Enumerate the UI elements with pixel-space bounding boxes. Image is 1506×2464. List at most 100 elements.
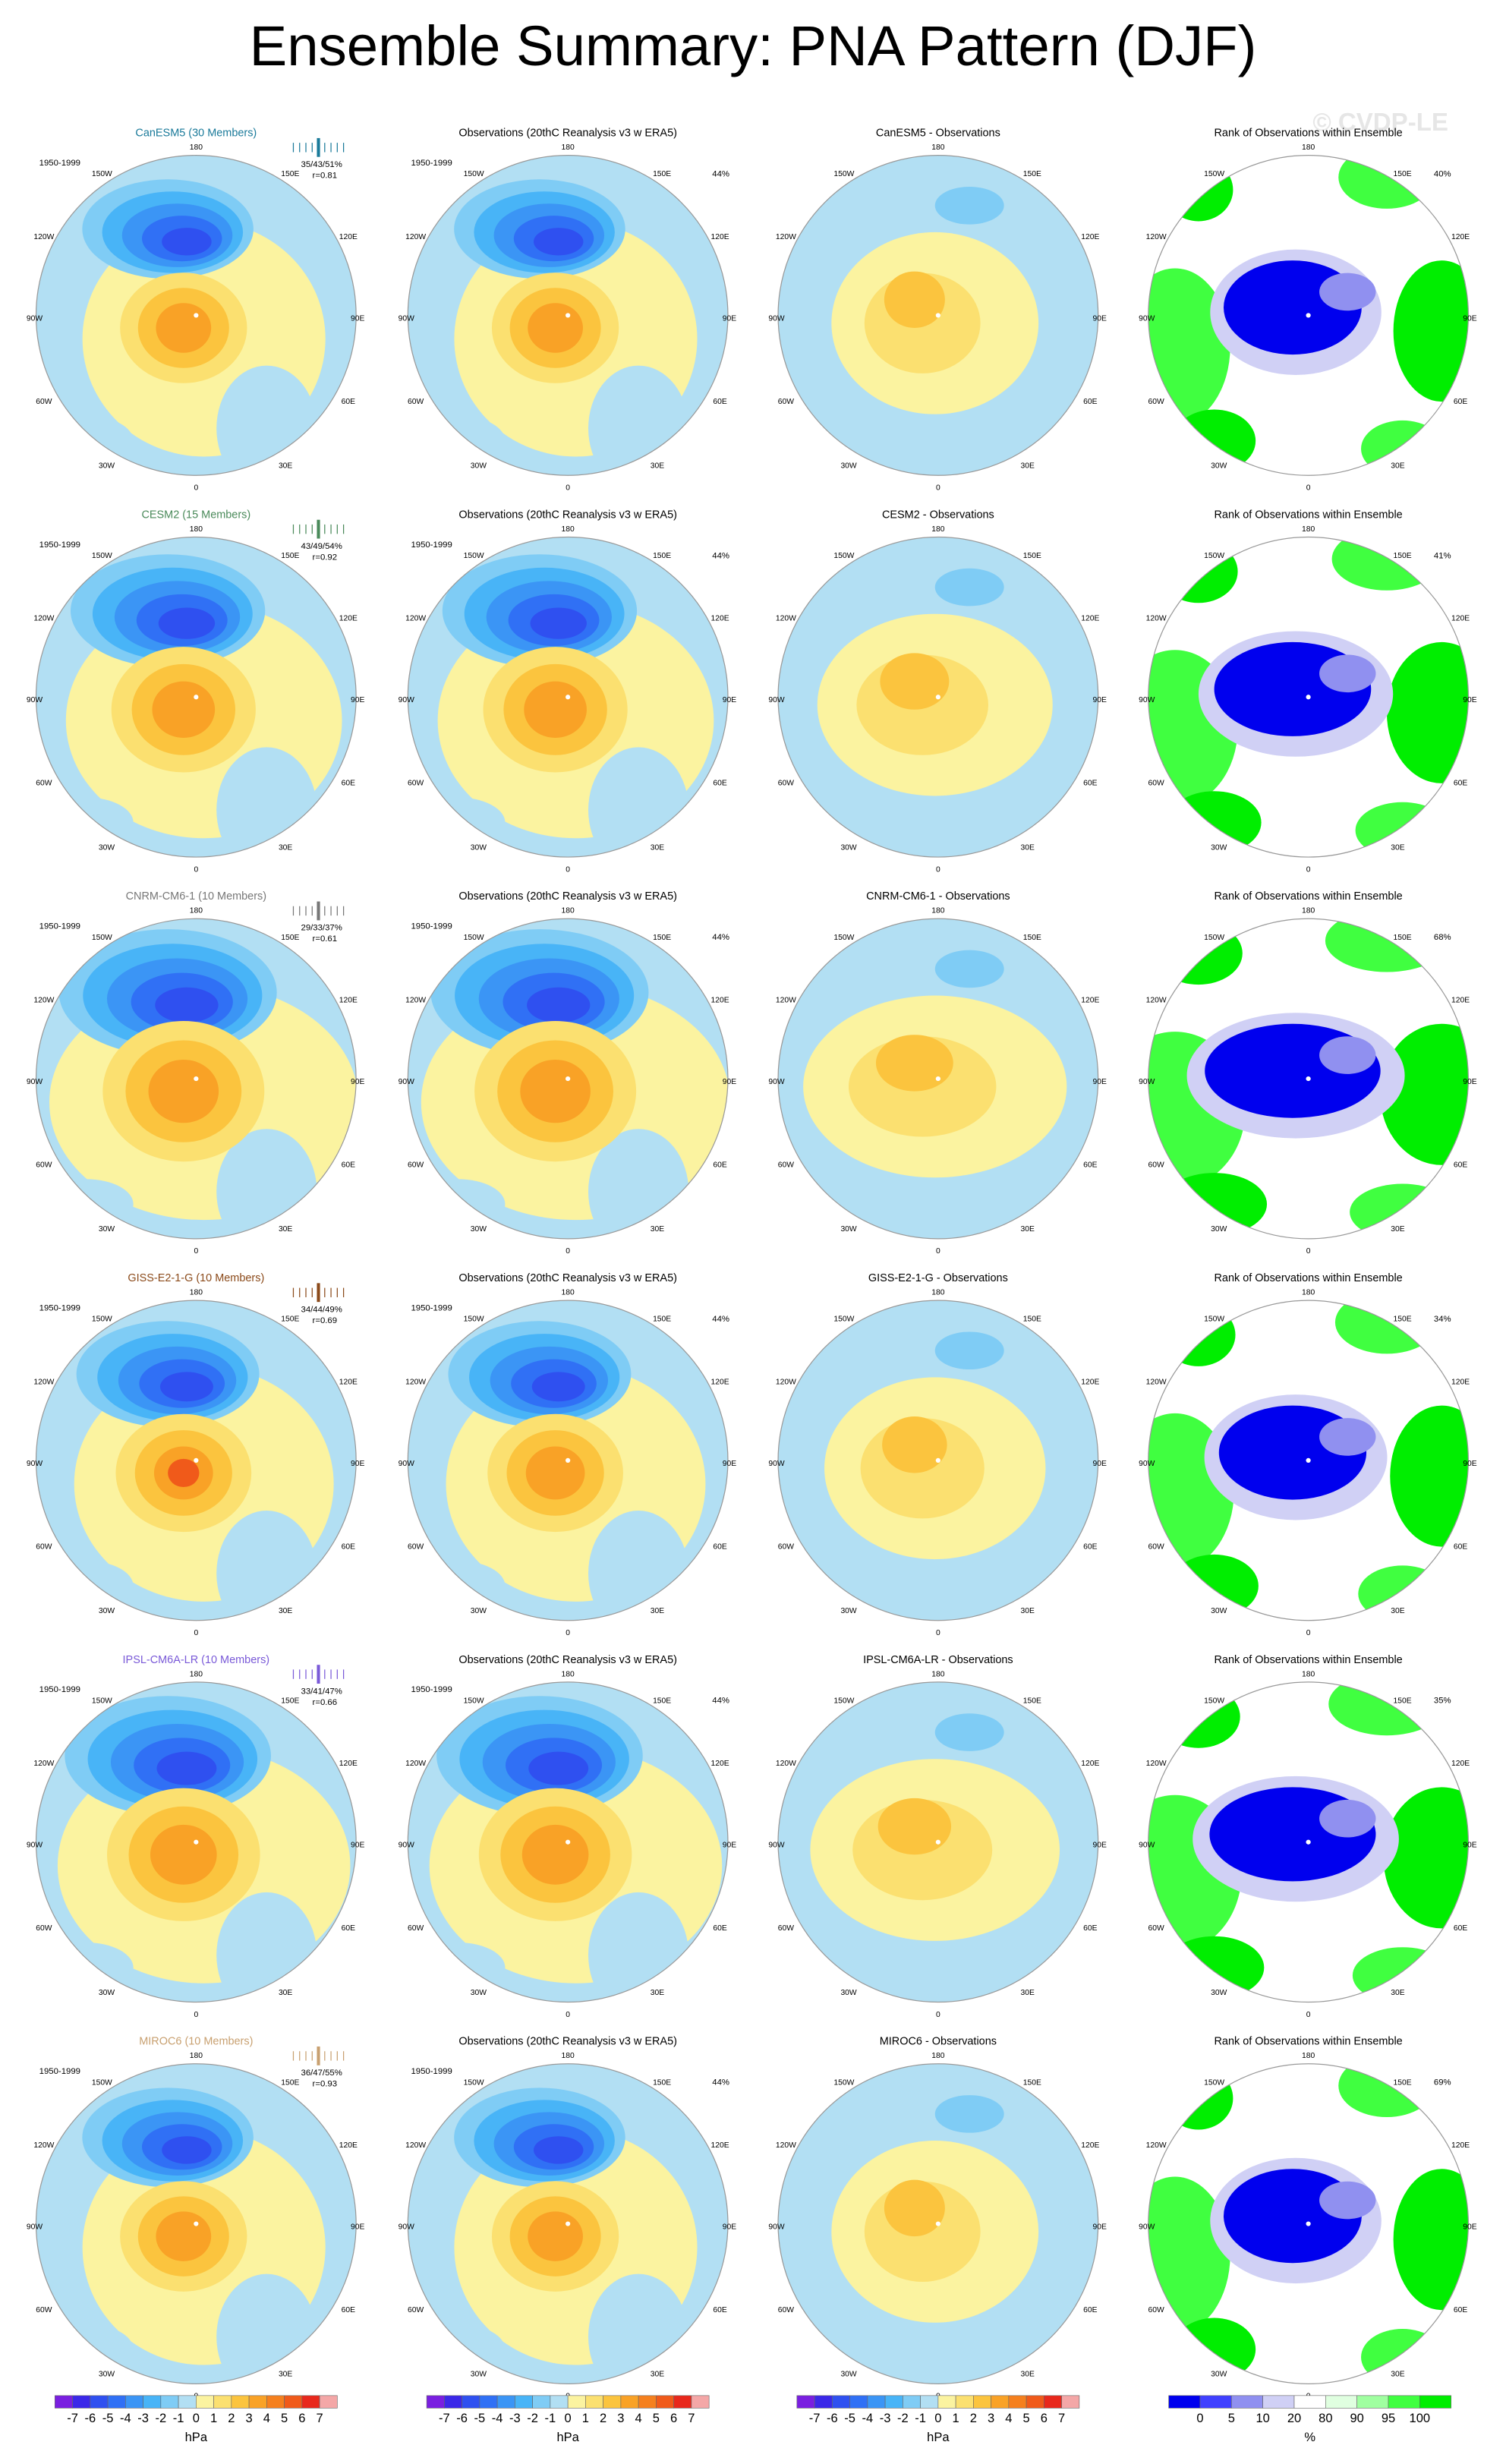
colorbar-label: 7	[1058, 2411, 1065, 2425]
longitude-label: 60E	[342, 1161, 355, 1169]
colorbar-label: 20	[1287, 2411, 1301, 2425]
colorbar-box	[231, 2395, 250, 2409]
longitude-label: 60E	[713, 780, 726, 788]
contour-region	[884, 2179, 945, 2237]
longitude-label: 60E	[1083, 2306, 1097, 2314]
percent: 40%	[1434, 169, 1451, 178]
longitude-label: 60W	[408, 1924, 424, 1933]
contour-region	[588, 1511, 689, 1621]
longitude-label: 150E	[281, 1697, 299, 1705]
longitude-label: 60W	[778, 398, 794, 406]
longitude-label: 30E	[1391, 1989, 1404, 1997]
colorbar-label: 6	[1041, 2411, 1048, 2425]
longitude-label: 30W	[471, 1989, 487, 1997]
contour-region	[1155, 922, 1243, 985]
longitude-label: 90E	[351, 2223, 364, 2231]
colorbar-box	[673, 2395, 692, 2409]
longitude-label: 90W	[1139, 2223, 1155, 2231]
longitude-label: 90W	[27, 1078, 43, 1086]
colorbar-label: 5	[281, 2411, 288, 2425]
contour-region	[1148, 2176, 1230, 2334]
longitude-label: 60E	[342, 1924, 355, 1933]
period: 1950-1999	[39, 1303, 80, 1312]
colorbar-label: -6	[827, 2411, 838, 2425]
panel-title: Observations (20thC Reanalysis v3 w ERA5…	[458, 890, 677, 903]
colorbar-label: 6	[298, 2411, 305, 2425]
contour-region	[1393, 260, 1469, 402]
longitude-label: 180	[190, 143, 203, 152]
contour-region	[216, 747, 317, 858]
longitude-label: 30W	[99, 1607, 115, 1615]
map-border	[407, 155, 729, 476]
longitude-label: 30W	[99, 1989, 115, 1997]
longitude-label: 120E	[339, 615, 358, 623]
contour-region	[934, 1331, 1004, 1370]
panel-title: Observations (20thC Reanalysis v3 w ERA5…	[458, 2036, 677, 2048]
pole	[566, 2221, 571, 2226]
longitude-label: 30W	[1211, 462, 1227, 471]
longitude-label: 60W	[778, 1161, 794, 1169]
longitude-label: 90W	[1139, 1460, 1155, 1468]
pole	[935, 313, 940, 318]
longitude-label: 30W	[1211, 843, 1227, 852]
contour-region	[528, 303, 583, 353]
longitude-label: 150W	[92, 1697, 112, 1705]
colorbar-box	[1199, 2395, 1232, 2409]
longitude-label: 120E	[1451, 1378, 1470, 1386]
pole	[566, 1076, 571, 1082]
longitude-label: 60W	[408, 2306, 424, 2314]
colorbar-box	[479, 2395, 498, 2409]
longitude-label: 0	[1306, 484, 1311, 493]
longitude-label: 90W	[27, 696, 43, 704]
map	[36, 1300, 357, 1621]
longitude-label: 180	[190, 907, 203, 915]
contour-region	[1338, 155, 1435, 209]
map-border	[1148, 155, 1470, 476]
map-border	[777, 2063, 1099, 2384]
longitude-label: 30W	[840, 462, 856, 471]
map-border	[407, 536, 729, 858]
colorbar-box	[107, 2395, 126, 2409]
contour-region	[1164, 2066, 1233, 2130]
colorbar-box	[284, 2395, 303, 2409]
map	[408, 155, 728, 476]
longitude-label: 60W	[36, 398, 52, 406]
colorbar-box	[1044, 2395, 1062, 2409]
longitude-label: 150W	[1204, 934, 1224, 942]
colorbar-box	[620, 2395, 639, 2409]
colorbar-box	[515, 2395, 533, 2409]
longitude-label: 120W	[776, 615, 796, 623]
longitude-label: 120E	[1451, 996, 1470, 1004]
panel-title: Rank of Observations within Ensemble	[1214, 1654, 1402, 1666]
longitude-label: 180	[1302, 1289, 1315, 1297]
longitude-label: 180	[1302, 143, 1315, 152]
percent: 41%	[1434, 551, 1451, 560]
longitude-label: 150W	[833, 170, 854, 178]
map	[778, 1681, 1098, 2002]
longitude-label: 90E	[351, 1078, 364, 1086]
colorbar-box	[656, 2395, 674, 2409]
colorbar-box	[178, 2395, 197, 2409]
longitude-label: 60E	[713, 1161, 726, 1169]
colorbar-unit: hPa	[927, 2430, 950, 2444]
contour-region	[39, 1179, 134, 1230]
panel-title: Observations (20thC Reanalysis v3 w ERA5…	[458, 509, 677, 521]
longitude-label: 120W	[776, 1760, 796, 1768]
longitude-label: 120E	[711, 233, 729, 241]
longitude-label: 150E	[1394, 934, 1412, 942]
contour-region	[520, 1059, 591, 1123]
map-border	[407, 2063, 729, 2384]
longitude-label: 60W	[36, 1924, 52, 1933]
longitude-label: 150E	[1394, 1315, 1412, 1324]
pole	[1306, 1457, 1311, 1464]
colorbar-box	[196, 2395, 214, 2409]
colorbar-box	[991, 2395, 1010, 2409]
longitude-label: 60W	[1148, 1161, 1164, 1169]
contour-region	[934, 2095, 1004, 2133]
map-border	[777, 155, 1099, 476]
colorbar-label: -1	[545, 2411, 556, 2425]
longitude-label: 120E	[711, 1378, 729, 1386]
stats: 36/47/55%	[301, 2069, 342, 2078]
pole	[194, 1457, 199, 1464]
longitude-label: 90E	[723, 1460, 736, 1468]
